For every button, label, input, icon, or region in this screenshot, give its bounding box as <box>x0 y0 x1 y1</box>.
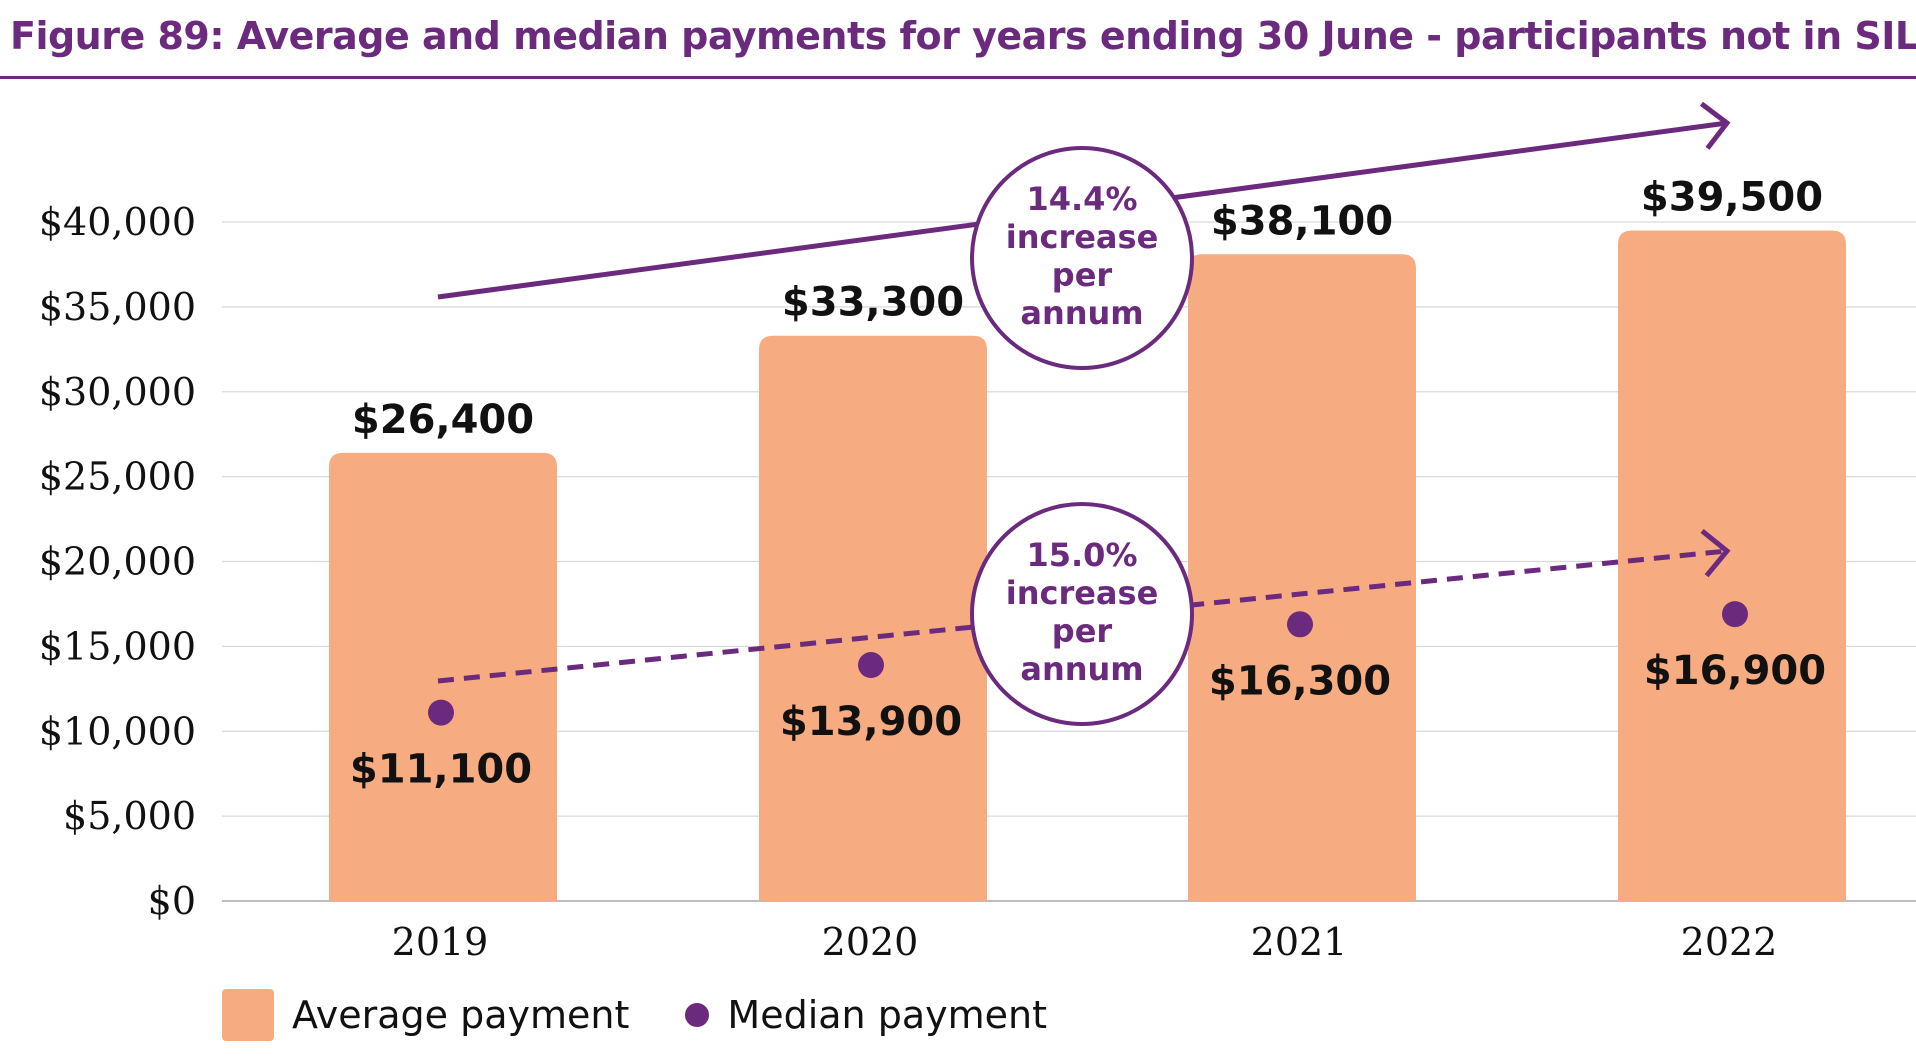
badge-text-line: increase <box>1006 218 1159 256</box>
median-point-2022 <box>1722 601 1748 628</box>
y-tick-label: $35,000 <box>39 285 196 329</box>
bar-value-label: $33,300 <box>782 280 964 326</box>
x-tick-label: 2019 <box>392 920 489 964</box>
y-tick-label: $10,000 <box>39 709 196 753</box>
median-value-label: $16,300 <box>1209 658 1391 704</box>
badge-text-line: annum <box>1020 650 1143 688</box>
median-value-label: $16,900 <box>1644 648 1826 694</box>
legend: Average payment Median payment <box>222 985 1103 1045</box>
y-tick-label: $25,000 <box>39 455 196 499</box>
median-value-label: $13,900 <box>780 699 962 745</box>
y-tick-label: $30,000 <box>39 370 196 414</box>
growth-badges: 14.4%increaseperannum15.0%increaseperann… <box>970 146 1194 726</box>
chart-title: Figure 89: Average and median payments f… <box>10 14 1916 58</box>
chart-area: $0 $5,000 $10,000 $15,000 $20,000 $25,000 $30,… <box>39 101 1916 964</box>
bar-value-label: $39,500 <box>1641 174 1823 220</box>
y-tick-label: $5,000 <box>63 794 196 838</box>
legend-item-median: Median payment <box>685 993 1047 1037</box>
y-axis: $0 $5,000 $10,000 $15,000 $20,000 $25,000 $30,… <box>39 200 196 923</box>
y-tick-label: $15,000 <box>39 624 196 668</box>
median-point-2021 <box>1287 611 1313 638</box>
bar-average-2022 <box>1618 230 1846 902</box>
median-point-2020 <box>858 652 884 679</box>
badge-text-line: per <box>1052 612 1113 650</box>
legend-item-average: Average payment <box>222 989 629 1041</box>
average-payment-bars: $26,400 $33,300 $38,100 $39,500 <box>329 174 1846 902</box>
median-trend-arrow <box>437 528 1731 684</box>
x-tick-label: 2022 <box>1681 920 1778 964</box>
bar-average-2019 <box>329 452 557 901</box>
legend-label-median: Median payment <box>727 993 1047 1037</box>
x-axis: 2019 2020 2021 2022 <box>392 920 1778 964</box>
badge-text-line: increase <box>1006 574 1159 612</box>
legend-marker-median <box>685 1003 710 1027</box>
bar-value-label: $38,100 <box>1211 198 1393 244</box>
y-tick-label: $0 <box>148 879 196 923</box>
y-tick-label: $40,000 <box>39 200 196 244</box>
bar-average-2020 <box>759 335 987 901</box>
legend-swatch-average <box>222 989 274 1041</box>
badge-text-line: 15.0% <box>1026 536 1137 574</box>
title-divider <box>0 76 1916 79</box>
y-tick-label: $20,000 <box>39 540 196 584</box>
median-value-label: $11,100 <box>350 747 532 793</box>
x-tick-label: 2021 <box>1251 920 1348 964</box>
badge-text-line: 14.4% <box>1026 180 1137 218</box>
legend-label-average: Average payment <box>292 993 630 1037</box>
badge-text-line: annum <box>1020 294 1143 332</box>
bar-average-2021 <box>1188 254 1416 901</box>
bar-value-label: $26,400 <box>352 397 534 443</box>
x-tick-label: 2020 <box>822 920 919 964</box>
badge-text-line: per <box>1052 256 1113 294</box>
median-payment-points: $11,100 $13,900 $16,300 $16,900 <box>350 601 1826 793</box>
median-point-2019 <box>428 699 454 726</box>
